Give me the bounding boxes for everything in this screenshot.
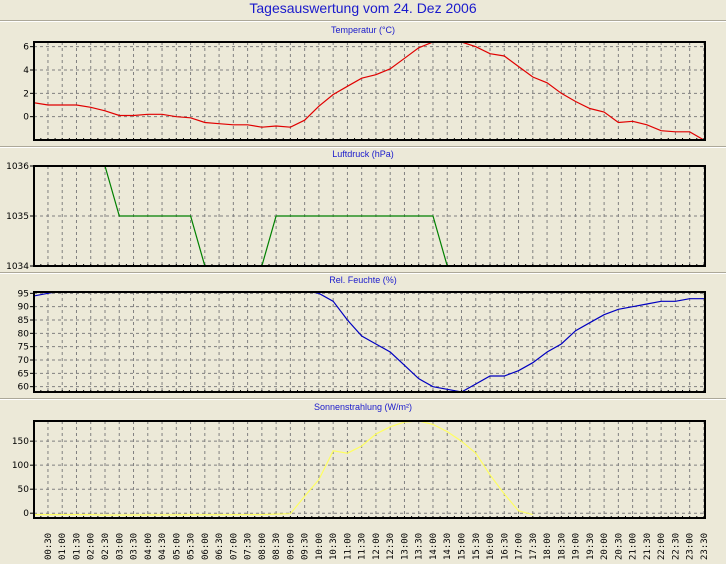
- y-tick-label: 90: [18, 303, 30, 313]
- x-tick-label: 18:00: [543, 533, 553, 560]
- chart-panel-3: Sonnenstrahlung (W/m²) 0 50 100 150: [12, 402, 706, 519]
- x-tick-label: 11:00: [343, 533, 353, 560]
- chart-title: Luftdruck (hPa): [332, 149, 394, 159]
- x-tick-label: 15:00: [458, 533, 468, 560]
- chart-panel-0: Temperatur (°C) 0 2 4 6: [23, 25, 706, 141]
- divider: [0, 398, 726, 400]
- chart-title: Sonnenstrahlung (W/m²): [314, 402, 412, 412]
- x-tick-label: 17:30: [529, 533, 539, 560]
- x-tick-label: 23:00: [686, 533, 696, 560]
- x-tick-label: 03:00: [115, 533, 125, 560]
- y-tick-label: 6: [23, 43, 29, 53]
- x-tick-label: 13:00: [400, 533, 410, 560]
- y-tick-label: 65: [18, 369, 29, 379]
- x-tick-label: 18:30: [557, 533, 567, 560]
- x-tick-label: 14:00: [429, 533, 439, 560]
- chart-title: Rel. Feuchte (%): [329, 275, 397, 285]
- x-tick-label: 08:30: [272, 533, 282, 560]
- divider: [0, 146, 726, 148]
- x-tick-label: 02:00: [87, 533, 97, 560]
- x-tick-label: 05:30: [187, 533, 197, 560]
- x-tick-label: 09:00: [286, 533, 296, 560]
- x-tick-label: 23:30: [700, 533, 710, 560]
- y-tick-label: 80: [18, 329, 30, 339]
- x-tick-label: 22:30: [671, 533, 681, 560]
- x-tick-label: 17:00: [515, 533, 525, 560]
- x-tick-label: 22:00: [657, 533, 667, 560]
- x-tick-label: 21:00: [629, 533, 639, 560]
- series-line: [34, 42, 705, 140]
- x-tick-label: 04:30: [158, 533, 168, 560]
- chart-title: Temperatur (°C): [331, 25, 395, 35]
- plot-border: [33, 41, 706, 141]
- x-tick-label: 12:30: [386, 533, 396, 560]
- x-tick-label: 16:00: [486, 533, 496, 560]
- x-tick-label: 20:00: [600, 533, 610, 560]
- x-tick-label: 11:30: [358, 533, 368, 560]
- series-line: [34, 292, 704, 392]
- y-tick-label: 50: [18, 485, 30, 495]
- x-tick-label: 01:00: [58, 533, 68, 560]
- x-tick-label: 09:30: [301, 533, 311, 560]
- x-tick-label: 15:30: [472, 533, 482, 560]
- x-tick-label: 06:30: [215, 533, 225, 560]
- chart-panel-1: Luftdruck (hPa) 1034 1035 1036: [6, 149, 706, 272]
- x-tick-label: 10:30: [329, 533, 339, 560]
- x-tick-label: 14:30: [443, 533, 453, 560]
- x-tick-label: 02:30: [101, 533, 111, 560]
- x-tick-label: 10:00: [315, 533, 325, 560]
- x-tick-label: 01:30: [72, 533, 82, 560]
- x-tick-label: 07:00: [229, 533, 239, 560]
- y-tick-label: 1035: [6, 212, 29, 222]
- y-tick-label: 95: [18, 289, 29, 299]
- x-tick-label: 07:30: [244, 533, 254, 560]
- chart-panel-2: Rel. Feuchte (%) 60 65 70 75 80 85 90 95: [18, 275, 706, 393]
- y-tick-label: 0: [23, 113, 29, 123]
- series-line: [104, 166, 448, 266]
- plot-area: [34, 292, 705, 392]
- x-tick-label: 08:00: [258, 533, 268, 560]
- x-tick-label: 20:30: [614, 533, 624, 560]
- y-tick-label: 70: [18, 356, 30, 366]
- y-tick-label: 100: [12, 461, 29, 471]
- y-tick-label: 1034: [6, 262, 29, 272]
- y-tick-label: 60: [18, 383, 30, 393]
- x-tick-label: 13:30: [415, 533, 425, 560]
- divider: [0, 20, 726, 22]
- divider: [0, 272, 726, 274]
- x-tick-label: 19:00: [572, 533, 582, 560]
- plot-area: [34, 421, 705, 518]
- x-tick-label: 04:00: [144, 533, 154, 560]
- y-tick-label: 4: [23, 66, 29, 76]
- y-tick-label: 150: [12, 437, 29, 447]
- x-tick-label: 05:00: [172, 533, 182, 560]
- y-tick-label: 75: [18, 343, 29, 353]
- y-tick-label: 0: [23, 509, 29, 519]
- x-tick-label: 00:30: [44, 533, 54, 560]
- page-title: Tagesauswertung vom 24. Dez 2006: [249, 0, 477, 16]
- plot-border: [33, 420, 706, 519]
- x-tick-label: 21:30: [643, 533, 653, 560]
- y-tick-label: 1036: [6, 162, 29, 172]
- x-tick-label: 12:00: [372, 533, 382, 560]
- x-tick-label: 16:30: [500, 533, 510, 560]
- series-line: [34, 421, 533, 516]
- y-tick-label: 2: [23, 89, 29, 99]
- x-tick-label: 06:00: [201, 533, 211, 560]
- plot-border: [33, 165, 706, 267]
- plot-border: [33, 291, 706, 393]
- y-tick-label: 85: [18, 316, 29, 326]
- x-tick-label: 03:30: [130, 533, 140, 560]
- plot-area: [34, 42, 705, 140]
- x-tick-label: 19:30: [586, 533, 596, 560]
